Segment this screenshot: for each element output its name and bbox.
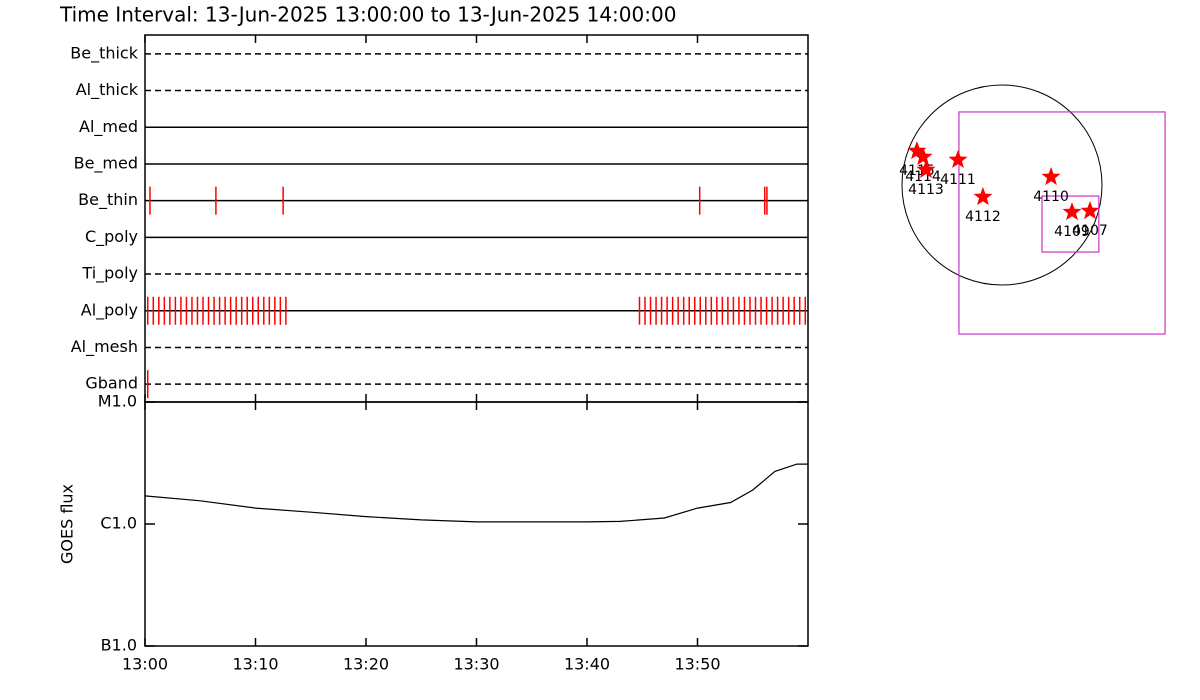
x-tick-label: 13:40: [564, 655, 610, 674]
x-tick-label: 13:30: [453, 655, 499, 674]
region-label: 4110: [1033, 189, 1069, 205]
x-tick-label: 13:50: [674, 655, 720, 674]
row-label: Gband: [85, 374, 138, 393]
region-star: [948, 149, 968, 168]
region-star: [907, 141, 927, 160]
x-tick-label: 13:10: [232, 655, 278, 674]
row-label: Ti_poly: [81, 264, 138, 284]
goes-line: [144, 463, 808, 523]
row-label: Be_thick: [70, 43, 138, 63]
region-star: [913, 147, 933, 166]
region-label: 4112: [965, 209, 1001, 225]
region-star: [973, 187, 993, 206]
x-tick-label: 13:00: [122, 655, 168, 674]
region-star: [1080, 201, 1100, 220]
row-label: Al_mesh: [71, 337, 138, 357]
fov-box: [958, 111, 1166, 335]
x-tick-label: 13:20: [343, 655, 389, 674]
region-label: 4109: [1054, 224, 1090, 240]
row-label: Be_med: [74, 153, 138, 173]
region-star: [1062, 202, 1082, 221]
chart-title: Time Interval: 13-Jun-2025 13:00:00 to 1…: [59, 3, 676, 27]
region-label: 4113: [908, 182, 944, 198]
fov-box: [1041, 195, 1100, 253]
solar-disk: [901, 84, 1103, 286]
y-tick-label: C1.0: [100, 514, 137, 533]
region-label: 4111: [940, 172, 976, 188]
y-tick-label: B1.0: [101, 636, 137, 655]
region-label: 4107: [1072, 223, 1108, 239]
row-label: Be_thin: [78, 190, 138, 210]
y-axis-label: GOES flux: [58, 484, 77, 564]
row-label: Al_med: [79, 117, 138, 137]
y-tick-label: M1.0: [98, 392, 137, 411]
row-label: Al_poly: [81, 300, 138, 320]
region-star: [916, 159, 936, 178]
row-label: Al_thick: [76, 80, 139, 100]
region-label: 4114: [905, 169, 941, 185]
row-label: C_poly: [85, 227, 138, 247]
region-star: [1041, 167, 1061, 186]
